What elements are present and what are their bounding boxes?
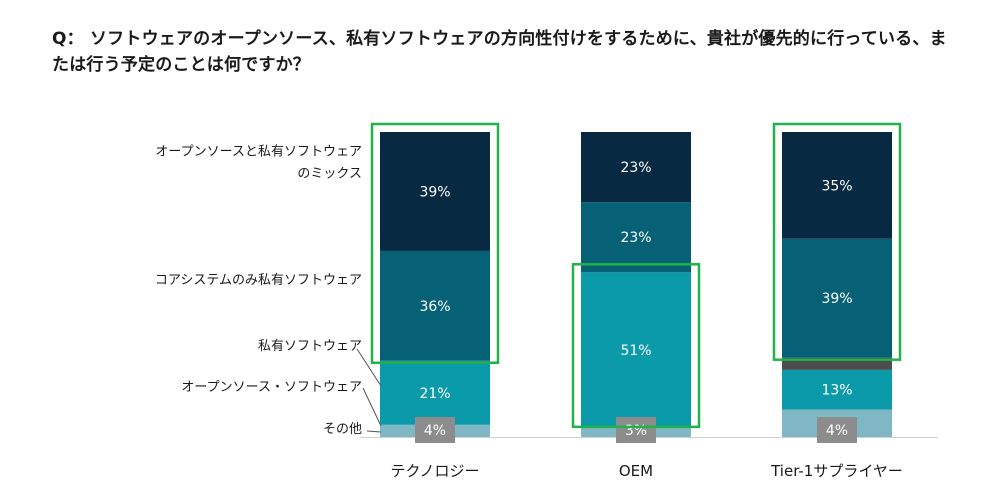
bar-segment: [380, 250, 490, 361]
legend-leader-line: [362, 387, 382, 427]
data-label: 35%: [821, 178, 852, 194]
legend-label: オープンソース・ソフトウェア: [181, 380, 362, 395]
highlight-box: [571, 263, 701, 429]
data-label-badge: [616, 417, 656, 443]
bar-segment: [581, 272, 691, 428]
data-label: 4%: [826, 423, 848, 439]
chart-title: Q： ソフトウェアのオープンソース、私有ソフトウェアの方向性付けをするために、貴…: [52, 29, 947, 75]
category-labels-group: テクノロジー OEM Tier-1サプライヤー: [390, 462, 902, 480]
legend-label: 私有ソフトウェア: [258, 339, 362, 354]
category-label: OEM: [619, 462, 653, 480]
data-label: 36%: [419, 299, 450, 315]
legend-leader-line: [366, 430, 382, 433]
highlight-boxes-group: [370, 122, 902, 429]
category-label: テクノロジー: [390, 462, 479, 480]
data-label-badge: [817, 417, 857, 443]
data-label: 21%: [419, 386, 450, 402]
legend-label: のミックス: [297, 166, 362, 181]
data-label: 23%: [620, 230, 651, 246]
data-label: 3%: [625, 423, 647, 439]
legend-leader-line: [356, 348, 382, 387]
bar-segment: [782, 238, 892, 358]
legend-group: オープンソースと私有ソフトウェアのミックスコアシステムのみ私有ソフトウェア私有ソ…: [155, 144, 382, 437]
legend-label: コアシステムのみ私有ソフトウェア: [155, 273, 362, 288]
bar-segment: [380, 360, 490, 425]
highlight-box: [772, 122, 902, 361]
data-label: 4%: [424, 423, 446, 439]
data-label: 39%: [821, 291, 852, 307]
bar-segment: [380, 132, 490, 251]
legend-label: オープンソースと私有ソフトウェア: [155, 144, 362, 159]
data-label: 23%: [620, 160, 651, 176]
data-label-badge: [415, 417, 455, 443]
category-label: Tier-1サプライヤー: [770, 462, 903, 480]
bars-group: 4%21%36%39%3%51%23%23%9%13%4%39%35%: [360, 132, 938, 443]
legend-label: その他: [323, 422, 362, 437]
bar-segment: [782, 132, 892, 239]
data-label: 51%: [620, 343, 651, 359]
bar-segment: [581, 132, 691, 203]
bar-segment: [782, 369, 892, 410]
data-label: 39%: [419, 184, 450, 200]
data-label: 13%: [821, 383, 852, 399]
highlight-box: [370, 122, 500, 364]
bar-segment: [581, 202, 691, 273]
